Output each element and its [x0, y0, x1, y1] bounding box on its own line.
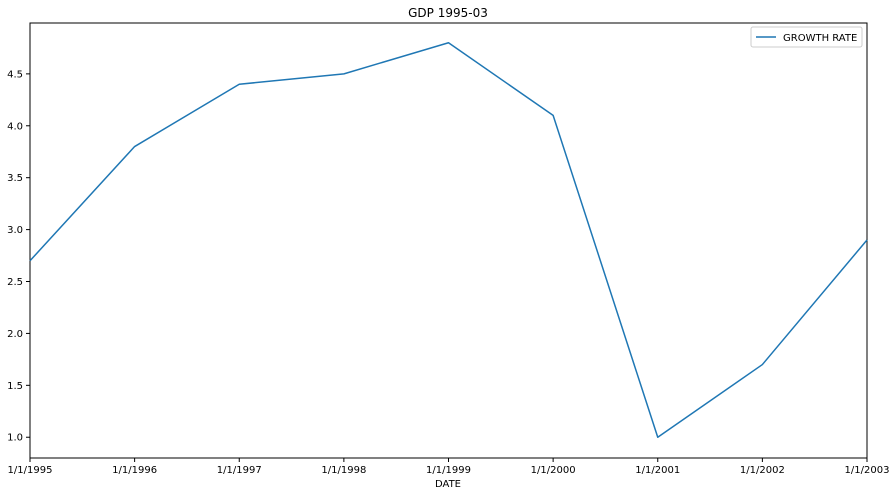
- x-tick-label: 1/1/1999: [426, 465, 471, 476]
- x-axis-label: DATE: [435, 479, 461, 490]
- chart-title: GDP 1995-03: [408, 6, 488, 20]
- y-tick-label: 3.5: [7, 173, 23, 184]
- y-tick-label: 3.0: [7, 225, 23, 236]
- x-tick-label: 1/1/2001: [635, 465, 680, 476]
- y-tick-label: 1.5: [7, 381, 23, 392]
- x-tick-label: 1/1/2000: [531, 465, 576, 476]
- x-tick-label: 1/1/1995: [8, 465, 53, 476]
- legend: GROWTH RATE: [751, 27, 862, 47]
- x-tick-label: 1/1/1997: [217, 465, 262, 476]
- x-axis: 1/1/1995 1/1/1996 1/1/1997 1/1/1998 1/1/1999…: [8, 458, 890, 476]
- legend-label-growth-rate: GROWTH RATE: [783, 33, 857, 44]
- y-tick-label: 4.0: [7, 121, 23, 132]
- y-tick-label: 4.5: [7, 69, 23, 80]
- x-tick-label: 1/1/2002: [740, 465, 785, 476]
- y-tick-label: 2.5: [7, 277, 23, 288]
- plot-area: [30, 23, 867, 458]
- x-tick-label: 1/1/1996: [112, 465, 157, 476]
- x-tick-label: 1/1/2003: [845, 465, 890, 476]
- y-tick-label: 2.0: [7, 329, 23, 340]
- x-tick-label: 1/1/1998: [321, 465, 366, 476]
- y-axis: 1.0 1.5 2.0 2.5 3.0 3.5 4.0 4.5: [7, 69, 30, 443]
- y-tick-label: 1.0: [7, 433, 23, 444]
